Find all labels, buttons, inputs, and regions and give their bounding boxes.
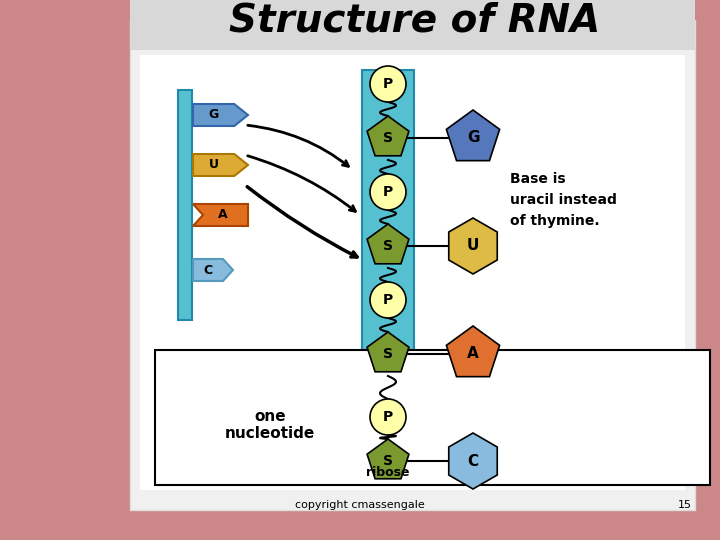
Polygon shape xyxy=(193,154,248,176)
Text: G: G xyxy=(209,109,219,122)
Bar xyxy=(362,70,414,485)
Polygon shape xyxy=(193,104,248,126)
Text: S: S xyxy=(383,131,393,145)
Polygon shape xyxy=(446,326,500,377)
Text: ribose: ribose xyxy=(366,465,410,478)
Bar xyxy=(130,20,695,510)
Polygon shape xyxy=(367,116,409,156)
Text: G: G xyxy=(467,131,480,145)
Text: S: S xyxy=(383,239,393,253)
Text: U: U xyxy=(209,159,219,172)
Text: P: P xyxy=(383,185,393,199)
Polygon shape xyxy=(367,224,409,264)
Polygon shape xyxy=(449,433,498,489)
Text: one
nucleotide: one nucleotide xyxy=(225,409,315,441)
Bar xyxy=(155,350,710,485)
Text: Structure of RNA: Structure of RNA xyxy=(230,1,600,39)
Text: P: P xyxy=(383,410,393,424)
Text: P: P xyxy=(383,293,393,307)
Text: P: P xyxy=(383,77,393,91)
Circle shape xyxy=(370,282,406,318)
Text: C: C xyxy=(467,454,479,469)
Polygon shape xyxy=(446,110,500,161)
Text: Base is
uracil instead
of thymine.: Base is uracil instead of thymine. xyxy=(510,172,617,227)
Polygon shape xyxy=(193,204,248,226)
Text: U: U xyxy=(467,239,480,253)
Circle shape xyxy=(370,399,406,435)
Text: S: S xyxy=(383,454,393,468)
Text: S: S xyxy=(383,347,393,361)
Text: A: A xyxy=(467,347,479,361)
Polygon shape xyxy=(367,332,409,372)
Polygon shape xyxy=(449,218,498,274)
Circle shape xyxy=(370,174,406,210)
Text: 15: 15 xyxy=(678,500,692,510)
Text: C: C xyxy=(204,264,213,276)
Bar xyxy=(178,90,192,320)
Bar xyxy=(130,0,695,50)
Text: A: A xyxy=(217,208,227,221)
Text: copyright cmassengale: copyright cmassengale xyxy=(295,500,425,510)
Polygon shape xyxy=(367,439,409,479)
Circle shape xyxy=(370,66,406,102)
Polygon shape xyxy=(193,259,233,281)
Bar xyxy=(140,55,685,490)
